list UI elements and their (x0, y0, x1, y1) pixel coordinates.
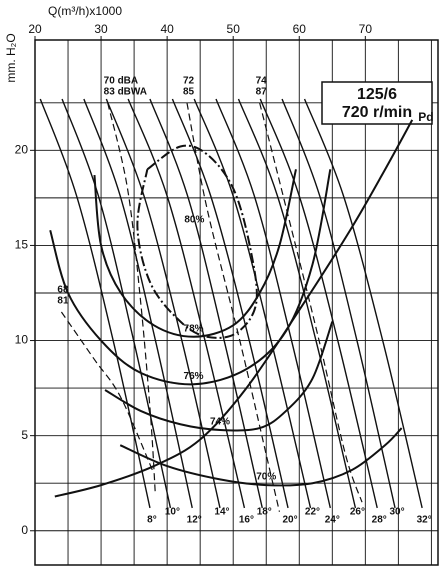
blade-label: 8° (147, 515, 157, 526)
noise-curve (186, 102, 281, 512)
efficiency-label: 70% (256, 472, 276, 483)
noise-label: 74 (256, 75, 268, 86)
noise-label: 72 (183, 75, 195, 86)
y-tick-label: 0 (21, 523, 28, 537)
noise-label: 83 dBWA (104, 86, 147, 97)
efficiency-curve (93, 169, 297, 338)
blade-curve (303, 98, 423, 509)
blade-label: 14° (214, 507, 229, 518)
blade-curve (149, 98, 263, 509)
plot-frame (34, 39, 439, 566)
noise-curve (259, 102, 363, 503)
blade-curve (171, 98, 289, 509)
blade-label: 18° (257, 507, 272, 518)
noise-label: 68 (57, 285, 69, 296)
y-tick-label: 20 (15, 142, 29, 156)
blade-curve (259, 98, 378, 509)
blade-label: 20° (282, 515, 297, 526)
efficiency-label: 78% (184, 323, 204, 334)
blade-label: 26° (350, 507, 365, 518)
x-tick-label: 70 (359, 22, 373, 36)
blade-label: 16° (239, 515, 254, 526)
blade-label: 28° (372, 515, 387, 526)
blade-label: 30° (389, 507, 404, 518)
chart-subtitle: 720 r/min (342, 104, 412, 121)
blade-label: 22° (305, 507, 320, 518)
efficiency-label: 80% (184, 214, 204, 225)
efficiency-label: 76% (184, 371, 204, 382)
blade-curve (237, 98, 357, 509)
blade-curve (105, 98, 221, 509)
noise-label: 85 (183, 86, 195, 97)
system-curve (54, 119, 414, 498)
efficiency-curve (49, 169, 332, 386)
blade-curve (83, 98, 193, 509)
y-tick-label: 10 (15, 333, 29, 347)
y-tick-label: 5 (21, 428, 28, 442)
efficiency-curve (119, 427, 403, 487)
x-tick-label: 20 (28, 22, 42, 36)
blade-label: 24° (325, 515, 340, 526)
blade-curve (193, 98, 312, 509)
noise-curve (107, 102, 156, 493)
blade-curve (39, 98, 151, 509)
noise-label: 87 (256, 86, 268, 97)
noise-label: 81 (57, 296, 69, 307)
blade-curve (127, 98, 246, 509)
blade-curve (61, 98, 172, 509)
x-tick-label: 40 (160, 22, 174, 36)
blade-label: 10° (165, 507, 180, 518)
noise-label: 70 dBA (104, 75, 138, 86)
x-axis-label: Q(m³/h)x1000 (48, 4, 122, 18)
x-tick-label: 60 (293, 22, 307, 36)
title-box (321, 81, 433, 125)
efficiency-label: 74% (210, 417, 230, 428)
y-axis-label: mm. H₂O (4, 33, 18, 82)
efficiency-curve (104, 321, 334, 432)
y-tick-label: 15 (15, 238, 29, 252)
chart-title: 125/6 (357, 86, 397, 103)
system-label: Pd (418, 110, 433, 124)
x-tick-label: 50 (227, 22, 241, 36)
blade-label: 32° (417, 515, 432, 526)
x-tick-label: 30 (94, 22, 108, 36)
blade-label: 12° (187, 515, 202, 526)
blade-curve (215, 98, 331, 509)
efficiency-curve (136, 144, 258, 339)
blade-curve (281, 98, 396, 509)
noise-curve (60, 311, 155, 474)
